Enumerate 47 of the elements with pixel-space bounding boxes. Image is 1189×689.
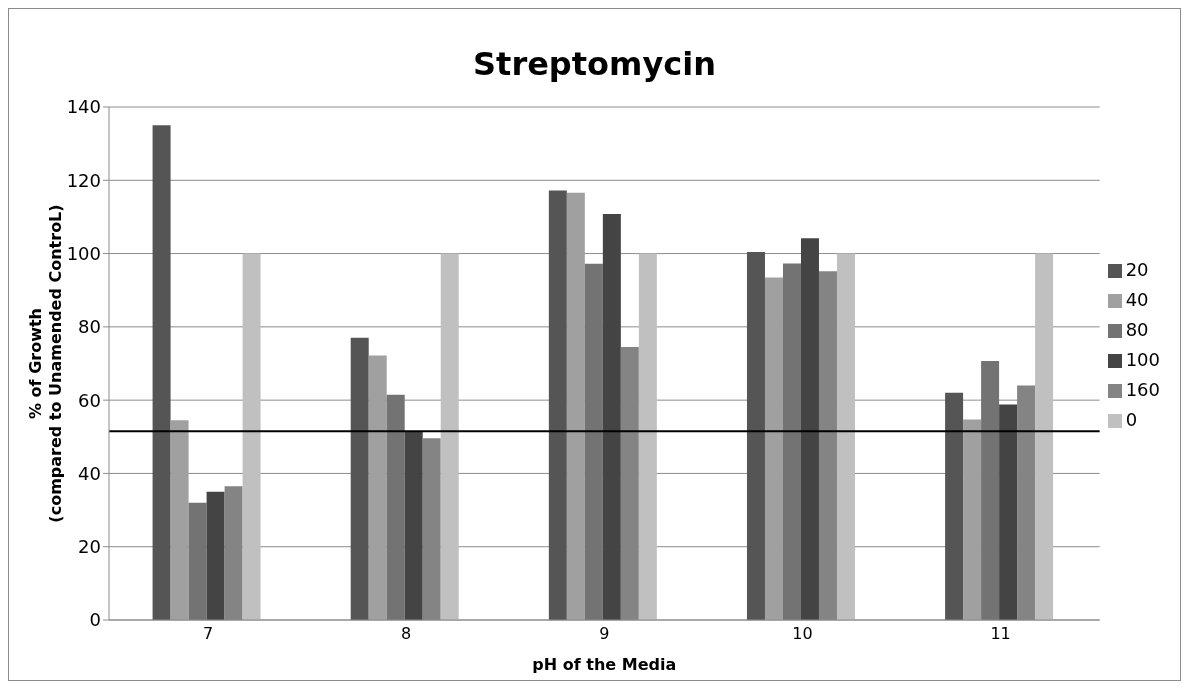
bar — [746, 252, 765, 620]
y-tick-label: 80 — [78, 316, 101, 338]
legend-label: 20 — [1125, 258, 1149, 280]
legend-label: 40 — [1125, 288, 1149, 310]
y-tick-label: 100 — [66, 242, 101, 264]
y-tick-label: 60 — [78, 389, 101, 411]
bar — [981, 360, 1000, 620]
bar — [242, 253, 261, 620]
y-tick-label: 20 — [78, 536, 101, 558]
bar — [548, 190, 567, 620]
x-tick-label: 9 — [599, 624, 610, 644]
bar — [800, 238, 819, 620]
bar — [602, 214, 621, 620]
legend-label: 0 — [1125, 408, 1138, 430]
legend-label: 100 — [1125, 348, 1160, 370]
x-tick-label: 10 — [792, 624, 813, 644]
bar — [1035, 253, 1054, 620]
y-axis-title: % of Growth (compared to Unamended ControL) — [26, 204, 65, 523]
bar — [152, 125, 171, 620]
bar — [206, 491, 225, 620]
bar — [350, 337, 369, 620]
bar — [999, 404, 1018, 620]
y-tick-label: 120 — [66, 169, 101, 191]
bar — [836, 253, 855, 620]
bar — [404, 431, 423, 620]
chart-title: Streptomycin — [472, 45, 717, 83]
x-axis-title: pH of the Media — [532, 655, 677, 674]
bar — [170, 420, 189, 620]
legend-label: 80 — [1125, 318, 1149, 340]
x-tick-label: 8 — [401, 624, 412, 644]
x-tick-label: 11 — [990, 624, 1011, 644]
bar — [386, 394, 405, 620]
bar — [782, 263, 801, 620]
bar — [584, 263, 603, 620]
bar — [764, 277, 783, 620]
bar — [566, 192, 585, 620]
bar — [188, 502, 207, 620]
y-tick-label: 0 — [89, 609, 101, 631]
bar — [945, 392, 964, 620]
y-tick-label: 40 — [78, 462, 101, 484]
y-tick-label: 140 — [66, 96, 101, 118]
bar — [368, 355, 387, 620]
bar — [963, 419, 982, 620]
bar — [638, 253, 657, 620]
x-tick-label: 7 — [202, 624, 214, 644]
bar — [440, 253, 459, 620]
legend-label: 160 — [1125, 378, 1160, 400]
